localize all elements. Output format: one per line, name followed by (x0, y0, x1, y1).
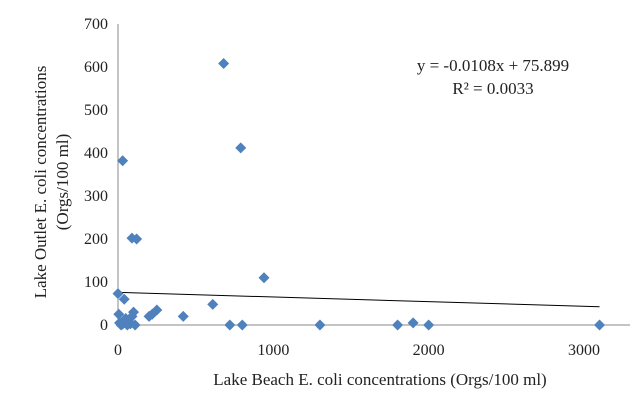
data-point (112, 288, 124, 300)
trendline-equation: y = -0.0108x + 75.899 (417, 56, 569, 75)
x-tick-label: 3000 (568, 342, 600, 359)
data-point (224, 319, 236, 331)
y-tick-labels: 0 100 200 300 400 500 600 700 (84, 16, 108, 334)
y-tick-label: 300 (84, 188, 108, 205)
data-point (177, 310, 189, 322)
data-point (423, 319, 435, 331)
x-axis-title: Lake Beach E. coli concentrations (Orgs/… (213, 370, 546, 389)
data-point (151, 304, 163, 316)
data-point (392, 319, 404, 331)
data-point (131, 233, 143, 245)
data-point (207, 298, 219, 310)
data-point (128, 306, 140, 318)
data-point (236, 319, 248, 331)
y-tick-label: 400 (84, 145, 108, 162)
data-points (112, 58, 606, 331)
data-point (129, 319, 141, 331)
y-tick-label: 100 (84, 274, 108, 291)
axes (117, 24, 630, 326)
x-tick-labels: 0 1000 2000 3000 (114, 342, 600, 359)
y-tick-label: 700 (84, 16, 108, 33)
y-tick-label: 0 (100, 317, 108, 334)
y-axis-title-line-1: Lake Outlet E. coli concentrations (31, 66, 50, 299)
data-point (235, 142, 247, 154)
linear-trendline (117, 291, 600, 308)
y-tick-label: 200 (84, 231, 108, 248)
data-point (258, 272, 270, 284)
data-point (407, 317, 419, 329)
x-tick-label: 1000 (257, 342, 289, 359)
data-point (314, 319, 326, 331)
data-point (594, 319, 606, 331)
data-point (118, 293, 130, 305)
r-squared-label: R² = 0.0033 (452, 79, 533, 98)
y-tick-label: 600 (84, 59, 108, 76)
data-point (117, 155, 129, 167)
data-point (218, 58, 230, 70)
x-tick-label: 2000 (413, 342, 445, 359)
y-tick-label: 500 (84, 102, 108, 119)
y-axis-title-line-2: (Orgs/100 ml) (53, 134, 72, 231)
data-point (113, 308, 125, 320)
y-axis-title: Lake Outlet E. coli concentrations (Orgs… (31, 66, 72, 299)
x-tick-label: 0 (114, 342, 122, 359)
